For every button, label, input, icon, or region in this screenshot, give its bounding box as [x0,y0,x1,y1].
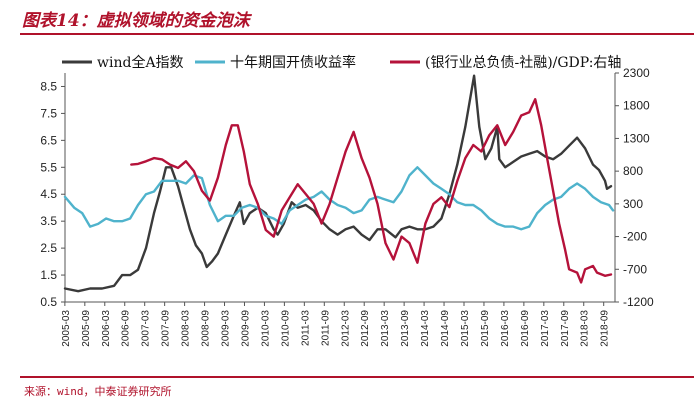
series-layer [63,74,615,293]
right-tick-label: -700 [623,262,647,276]
series-line-3 [130,98,613,284]
x-tick-label: 2010-03 [260,310,271,347]
x-tick-label: 2005-09 [81,310,92,347]
right-tick-label: 1800 [623,99,650,113]
x-tick-label: 2017-03 [540,310,551,347]
left-tick-label: 6.5 [40,133,57,147]
plot-frame [64,73,616,303]
x-tick-label: 2009-09 [240,310,251,347]
series-line-2 [63,166,615,231]
x-tick-label: 2012-09 [360,310,371,347]
legend: wind全A指数 十年期国开债收益率 (银行业总负债-社融)/GDP:右轴 [62,54,621,71]
x-tick-label: 2017-09 [560,310,571,347]
right-tick-label: 2300 [623,66,650,80]
left-tick-label: 2.5 [40,241,57,255]
x-tick-label: 2015-03 [460,310,471,347]
x-tick-label: 2008-03 [181,310,192,347]
title-divider [20,33,694,35]
x-tick-label: 2005-03 [61,310,72,347]
x-tick-label: 2012-03 [340,310,351,347]
x-tick-label: 2008-09 [201,310,212,347]
left-tick-label: 3.5 [40,214,57,228]
x-tick-label: 2018-09 [600,310,611,347]
x-tick-label: 2013-09 [400,310,411,347]
x-tick-label: 2016-09 [520,310,531,347]
legend-label-1: wind全A指数 [97,54,184,71]
x-tick-label: 2018-03 [580,310,591,347]
x-tick-label: 2011-03 [300,310,311,346]
right-tick-label: 300 [623,197,643,211]
x-tick-label: 2007-03 [141,310,152,347]
x-tick-label: 2006-09 [121,310,132,347]
series-line-1 [63,74,613,293]
x-tick-label: 2011-09 [320,310,331,346]
legend-label-2: 十年期国开债收益率 [230,54,356,71]
left-tick-label: 1.5 [40,268,57,282]
left-tick-label: 8.5 [40,79,57,93]
source-note: 来源：wind，中泰证券研究所 [24,385,172,398]
x-tick-label: 2006-03 [101,310,112,347]
x-tick-label: 2009-03 [221,310,232,347]
x-tick-label: 2014-03 [420,310,431,347]
left-tick-label: 0.5 [40,295,57,309]
x-tick-label: 2010-09 [280,310,291,347]
right-tick-label: 800 [623,164,643,178]
legend-label-3: (银行业总负债-社融)/GDP:右轴 [425,55,621,71]
right-axis: 2300 1800 1300 800 300 -200 -700 -1200 [615,66,654,309]
page-title: 图表14：虚拟领域的资金泡沫 [22,11,250,31]
x-axis: 2005-03 2005-09 2006-03 2006-09 2007-03 2007-… [61,302,611,347]
x-tick-label: 2016-03 [500,310,511,347]
source-divider [20,376,694,378]
left-tick-label: 7.5 [40,106,57,120]
x-tick-label: 2007-09 [161,310,172,347]
right-tick-label: -200 [623,230,647,244]
left-tick-label: 4.5 [40,187,57,201]
x-tick-label: 2014-09 [440,310,451,347]
left-axis: 8.5 7.5 6.5 5.5 4.5 3.5 2.5 1.5 0.5 [40,79,65,309]
x-tick-label: 2013-03 [380,310,391,347]
right-tick-label: -1200 [623,295,654,309]
right-tick-label: 1300 [623,131,650,145]
left-tick-label: 5.5 [40,160,57,174]
x-tick-label: 2015-09 [480,310,491,347]
